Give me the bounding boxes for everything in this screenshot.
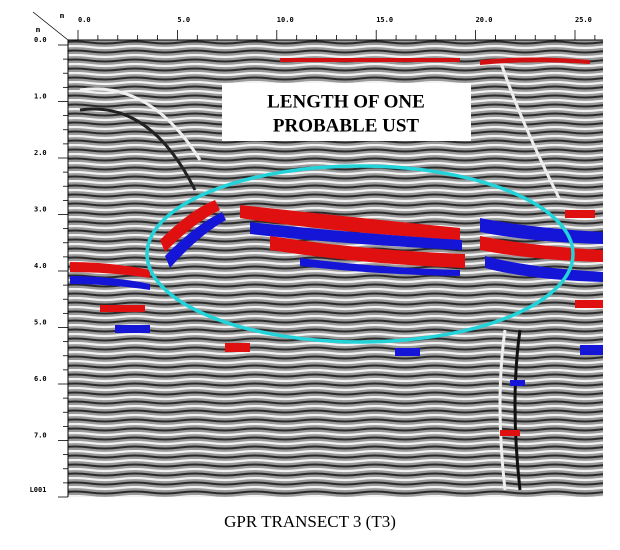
- radargram: LENGTH OF ONE PROBABLE UST: [68, 40, 603, 497]
- caption: GPR TRANSECT 3 (T3): [224, 512, 396, 531]
- top-ruler: [28, 10, 603, 40]
- reflection-red: [100, 305, 145, 312]
- x-unit: m: [60, 12, 64, 20]
- x-tick-label: 5.0: [177, 16, 190, 24]
- reflection-blue: [510, 380, 525, 386]
- y-tick-label: 5.0: [34, 319, 47, 327]
- reflection-blue: [580, 345, 603, 355]
- reflection-red: [500, 430, 520, 436]
- y-tick-label: 0.0: [34, 36, 47, 44]
- x-tick-label: 15.0: [376, 16, 393, 24]
- y-tick-label: 7.0: [34, 432, 47, 440]
- y-tick-label: 1.0: [34, 93, 47, 101]
- reflection-red: [280, 58, 460, 62]
- reflection-blue: [395, 348, 420, 356]
- y-tick-label: 2.0: [34, 149, 47, 157]
- x-tick-label: 0.0: [78, 16, 91, 24]
- y-tick-label: 3.0: [34, 206, 47, 214]
- y-tick-label: 6.0: [34, 375, 47, 383]
- reflection-red: [565, 210, 595, 218]
- reflection-red: [575, 300, 603, 308]
- annotation-line: PROBABLE UST: [273, 115, 420, 136]
- x-tick-label: 20.0: [476, 16, 493, 24]
- y-unit: m: [36, 26, 40, 34]
- reflection-red: [225, 343, 250, 352]
- reflection-blue: [115, 325, 150, 333]
- x-tick-label: 10.0: [277, 16, 294, 24]
- annotation-line: LENGTH OF ONE: [267, 91, 425, 112]
- page: {"header": {"x_unit": "m", "y_unit": "m"…: [0, 0, 620, 550]
- x-tick-label: 25.0: [575, 16, 592, 24]
- profile-label: L001: [30, 486, 47, 494]
- y-tick-label: 4.0: [34, 262, 47, 270]
- radargram-figure: LENGTH OF ONE PROBABLE UST m m L001 GPR …: [0, 0, 620, 550]
